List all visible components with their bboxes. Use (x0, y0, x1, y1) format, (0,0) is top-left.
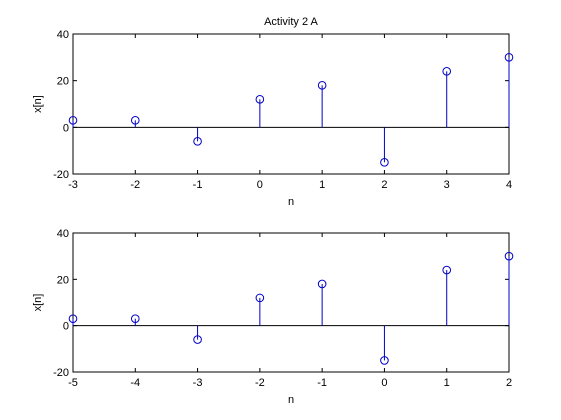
stem-marker (380, 158, 389, 167)
x-tick-label: -2 (255, 377, 265, 389)
x-tick-label: 2 (381, 179, 387, 191)
y-tick-label: 20 (57, 274, 69, 286)
y-tick-label: 40 (57, 29, 69, 41)
x-tick-label: 0 (257, 179, 263, 191)
axes-box-1 (72, 33, 510, 175)
stem-marker (442, 67, 452, 76)
stem-marker (193, 137, 202, 146)
x-tick-label: -3 (68, 179, 78, 191)
x-tick-label: 1 (319, 179, 325, 191)
axes-box-2 (72, 232, 510, 373)
y-axis-label: x[n] (32, 95, 44, 113)
stem-marker (130, 116, 140, 125)
x-tick-label: -2 (130, 179, 140, 191)
x-tick-label: 3 (444, 179, 450, 191)
stem-marker (317, 279, 327, 289)
x-tick-label: 4 (506, 179, 512, 191)
stem-marker (255, 293, 265, 303)
x-tick-label: 2 (506, 377, 512, 389)
x-tick-label: 0 (381, 377, 387, 389)
y-tick-label: -20 (53, 169, 69, 181)
y-axis-label: x[n] (32, 294, 44, 312)
x-tick-label: -3 (193, 377, 203, 389)
y-tick-label: 0 (63, 321, 69, 333)
x-tick-label: -1 (193, 179, 203, 191)
y-tick-label: 0 (63, 122, 69, 134)
x-axis-label: n (288, 394, 294, 406)
x-tick-label: -5 (68, 377, 78, 389)
y-tick-label: 40 (57, 228, 69, 240)
stem-marker (380, 356, 389, 365)
stem-marker (68, 116, 78, 125)
stem-marker (68, 314, 78, 324)
x-tick-label: -4 (130, 377, 140, 389)
y-tick-label: 20 (57, 76, 69, 88)
y-tick-label: -20 (53, 367, 69, 379)
stem-marker (255, 95, 265, 104)
stem-marker (193, 335, 202, 344)
stem-marker (317, 81, 327, 90)
x-tick-label: 1 (444, 377, 450, 389)
stem-marker (130, 314, 140, 324)
stem-marker (504, 53, 514, 62)
x-axis-label: n (288, 196, 294, 208)
chart-title: Activity 2 A (264, 16, 318, 28)
x-tick-label: -1 (317, 377, 327, 389)
stem-marker (442, 265, 452, 275)
stem-marker (504, 251, 514, 261)
